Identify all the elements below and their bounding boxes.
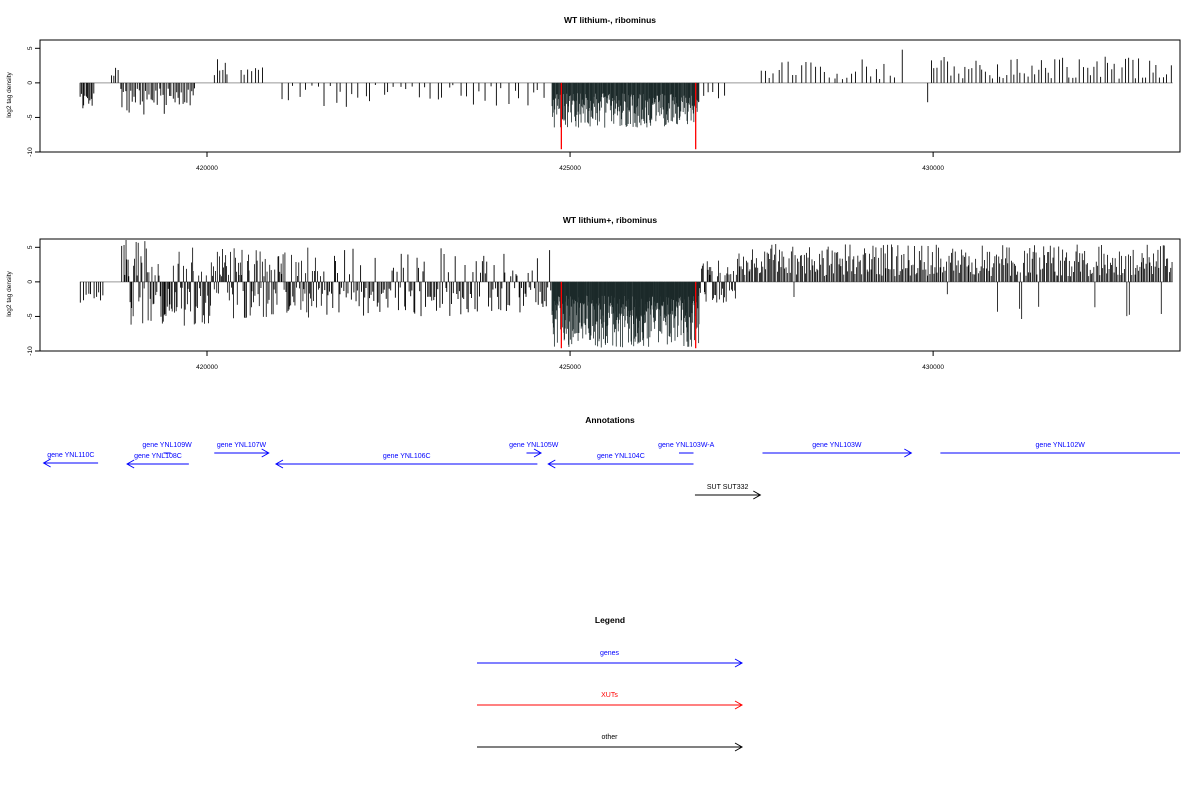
feature-gene-ynl107w: gene YNL107W xyxy=(214,442,270,458)
y-axis-label: log2 tag density xyxy=(6,71,13,117)
arrow-head-left-icon xyxy=(274,459,284,469)
feature-label: gene YNL110C xyxy=(47,452,94,459)
x-tick-label: 420000 xyxy=(196,165,218,172)
plot-frame xyxy=(39,39,1181,153)
arrow-head-right-icon xyxy=(734,658,744,668)
x-tick-label: 425000 xyxy=(559,364,581,371)
x-tick-label: 430000 xyxy=(922,364,944,371)
track-panel-lithium-plus: WT lithium+, ribominus log2 tag density … xyxy=(6,215,1181,371)
y-ticks: 5 0 -5 -10 xyxy=(27,245,40,356)
y-tick-label: 5 xyxy=(27,46,34,50)
feature-gene-ynl110c: gene YNL110C xyxy=(42,452,99,468)
x-ticks: 420000 425000 430000 xyxy=(196,351,944,371)
feature-sut-sut332: SUT SUT332 xyxy=(694,484,762,500)
arrow-head-right-icon xyxy=(734,700,744,710)
x-tick-label: 420000 xyxy=(196,364,218,371)
arrow-head-left-icon xyxy=(42,458,51,468)
feature-label: gene YNL105W xyxy=(509,442,559,449)
feature-label: gene YNL107W xyxy=(217,442,267,449)
y-axis-label: log2 tag density xyxy=(6,270,13,316)
legend-title: Legend xyxy=(595,615,625,625)
arrow-head-left-icon xyxy=(126,459,135,469)
feature-gene-ynl104c: gene YNL104C xyxy=(547,453,694,469)
feature-label: gene YNL104C xyxy=(597,453,645,460)
feature-gene-ynl103w-a: gene YNL103W-A xyxy=(658,442,715,454)
y-tick-label: 0 xyxy=(27,280,34,284)
arrow-head-right-icon xyxy=(753,490,762,500)
legend: Legend genes XUTs other xyxy=(477,615,744,752)
bar-group xyxy=(79,240,1173,349)
feature-gene-ynl102w: gene YNL102W xyxy=(940,442,1180,454)
feature-label: gene YNL106C xyxy=(383,453,431,460)
feature-label: gene YNL103W xyxy=(812,442,862,449)
y-tick-label: 5 xyxy=(27,245,34,249)
arrow-head-right-icon xyxy=(261,448,270,458)
x-tick-label: 425000 xyxy=(559,165,581,172)
plot-frame xyxy=(39,238,1181,352)
y-tick-label: -10 xyxy=(27,147,34,157)
legend-item-xuts: XUTs xyxy=(477,692,744,710)
y-tick-label: -5 xyxy=(27,114,34,120)
panel-title: WT lithium+, ribominus xyxy=(563,215,657,225)
y-tick-label: 0 xyxy=(27,81,34,85)
legend-label: genes xyxy=(600,650,620,657)
legend-item-other: other xyxy=(477,734,744,752)
annotations-title: Annotations xyxy=(585,415,635,425)
arrow-head-left-icon xyxy=(547,459,556,469)
feature-label: SUT SUT332 xyxy=(707,484,749,491)
feature-gene-ynl103w: gene YNL103W xyxy=(762,442,913,458)
arrow-head-right-icon xyxy=(533,448,543,458)
feature-label: gene YNL108C xyxy=(134,453,182,460)
bar-group xyxy=(79,49,1173,150)
y-tick-label: -10 xyxy=(27,346,34,356)
legend-label: XUTs xyxy=(601,692,618,699)
panel-title: WT lithium-, ribominus xyxy=(564,15,656,25)
y-tick-label: -5 xyxy=(27,313,34,319)
legend-item-group: genes XUTs other xyxy=(477,650,744,752)
feature-gene-ynl105w: gene YNL105W xyxy=(509,442,559,458)
feature-label: gene YNL103W-A xyxy=(658,442,714,449)
legend-label: other xyxy=(602,734,619,741)
x-ticks: 420000 425000 430000 xyxy=(196,152,944,172)
track-panel-lithium-minus: WT lithium-, ribominus log2 tag density … xyxy=(6,15,1181,172)
feature-gene-ynl109w: gene YNL109W xyxy=(142,442,192,454)
arrow-head-right-icon xyxy=(734,742,744,752)
legend-item-genes: genes xyxy=(477,650,744,668)
arrow-head-right-icon xyxy=(904,448,913,458)
y-ticks: 5 0 -5 -10 xyxy=(27,46,40,157)
feature-gene-ynl108c: gene YNL108C xyxy=(126,453,189,469)
x-tick-label: 430000 xyxy=(922,165,944,172)
feature-label: gene YNL102W xyxy=(1036,442,1086,449)
feature-gene-ynl106c: gene YNL106C xyxy=(274,453,538,469)
feature-group: gene YNL110C gene YNL109W gene YNL108C gene… xyxy=(42,442,1180,500)
feature-label: gene YNL109W xyxy=(142,442,192,449)
